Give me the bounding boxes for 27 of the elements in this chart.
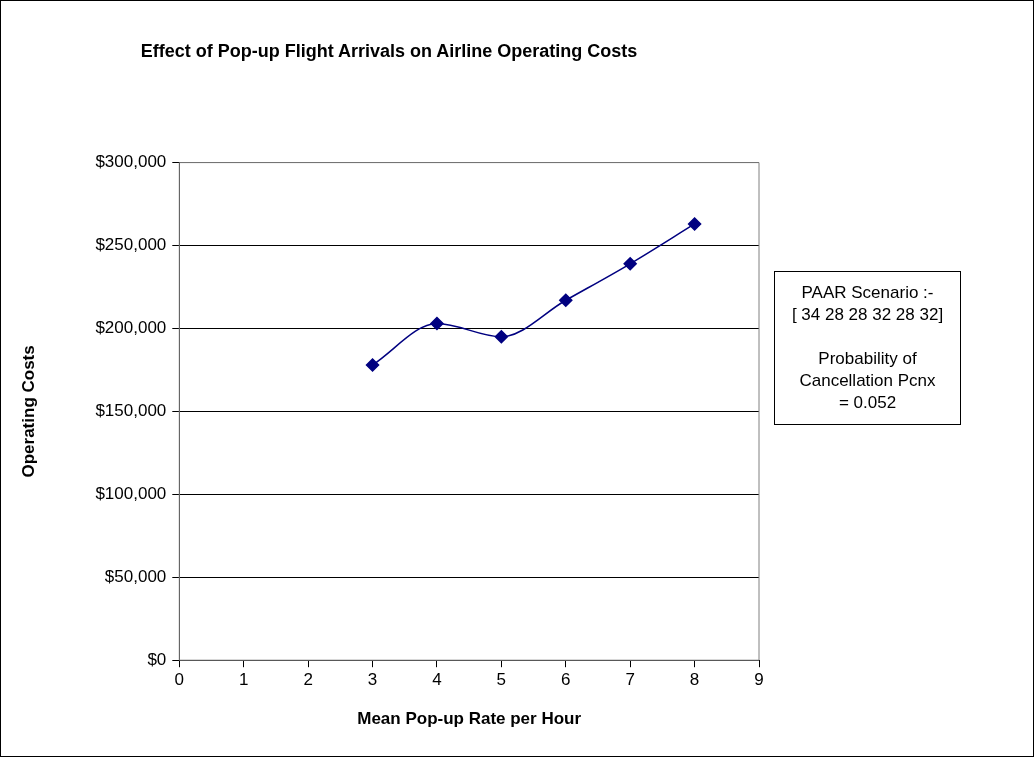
y-tick-label: $0 — [147, 649, 167, 669]
y-tick-label: $250,000 — [95, 235, 167, 255]
x-tick-label: 1 — [238, 670, 249, 690]
x-axis-title: Mean Pop-up Rate per Hour — [357, 709, 582, 729]
x-tick-label: 0 — [174, 670, 185, 690]
point — [559, 293, 573, 308]
y-tick-label: $150,000 — [95, 401, 167, 421]
x-tick-label: 3 — [367, 670, 378, 690]
x-tick-label: 8 — [689, 670, 700, 690]
y-tick-label: $200,000 — [95, 318, 167, 338]
text: PAAR Scenario :- [ 34 28 28 32 28 32] Probability of Cancellation Pcnx = 0.052 — [791, 283, 944, 412]
x-tick-label: 9 — [754, 670, 764, 690]
y-axis-title: Operating Costs — [18, 345, 38, 478]
x-tick-label: 5 — [496, 670, 507, 690]
x-tick-label: 2 — [303, 670, 313, 690]
y-tick-label: $50,000 — [104, 566, 167, 586]
point — [687, 217, 702, 231]
x-tick-label: 4 — [432, 670, 442, 690]
point — [365, 358, 380, 372]
point — [623, 257, 637, 271]
chart-title: Effect of Pop-up Flight Arrivals on Airline Operating Costs — [140, 40, 638, 61]
point — [494, 330, 509, 344]
x-tick-label: 7 — [625, 670, 635, 690]
x-tick-label: 6 — [561, 670, 571, 690]
y-tick-label: $300,000 — [95, 152, 167, 172]
y-tick-label: $100,000 — [95, 484, 167, 504]
point — [430, 316, 444, 331]
